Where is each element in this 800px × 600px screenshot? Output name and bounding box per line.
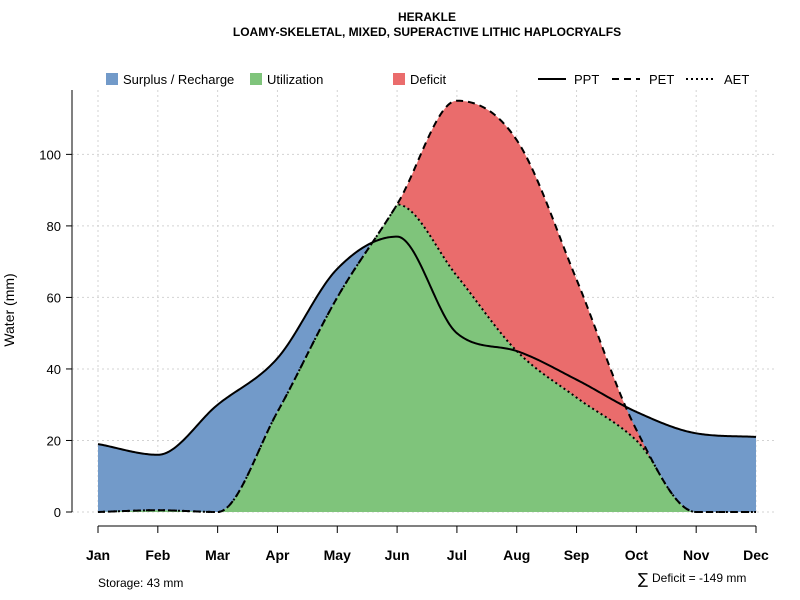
series-line-ppt <box>97 235 757 456</box>
y-tick-label: 20 <box>47 433 61 448</box>
y-tick-label: 40 <box>47 362 61 377</box>
series-lines <box>97 99 757 513</box>
x-tick-label: Apr <box>265 547 290 563</box>
y-tick-label: 80 <box>47 219 61 234</box>
x-tick-label: Jan <box>86 547 110 563</box>
x-tick-label: May <box>324 547 351 563</box>
series-line-aet <box>97 203 756 513</box>
area-deficit <box>98 100 756 512</box>
legend-label-pet: PET <box>649 72 674 87</box>
x-tick-label: Oct <box>625 547 649 563</box>
y-tick-label: 60 <box>47 290 61 305</box>
x-tick-label: Aug <box>503 547 530 563</box>
x-tick-label: Sep <box>564 547 590 563</box>
area-utilization <box>98 204 756 512</box>
area-surplus-recharge <box>98 204 756 512</box>
x-tick-label: Mar <box>205 547 230 563</box>
y-tick-label: 0 <box>54 505 61 520</box>
legend-label-utilization: Utilization <box>267 72 323 87</box>
x-tick-label: Nov <box>683 547 710 563</box>
areas <box>98 100 756 512</box>
y-tick-label: 100 <box>39 147 61 162</box>
storage-note: Storage: 43 mm <box>98 576 183 590</box>
chart-title: HERAKLE <box>398 10 456 24</box>
legend-label-surplus: Surplus / Recharge <box>123 72 234 87</box>
axes: 0 20 40 60 80 100 Jan Feb Mar Apr May Jun Jul Aug Sep O… <box>39 90 769 563</box>
x-tick-label: Jun <box>385 547 410 563</box>
y-axis-title: Water (mm) <box>1 273 17 346</box>
legend-label-aet: AET <box>724 72 749 87</box>
x-tick-label: Jul <box>447 547 467 563</box>
x-tick-label: Dec <box>743 547 769 563</box>
legend-swatch-utilization <box>250 73 262 85</box>
legend-swatch-deficit <box>393 73 405 85</box>
series-line-pet <box>97 99 756 513</box>
deficit-note: Deficit = -149 mm <box>652 571 746 585</box>
x-tick-label: Feb <box>145 547 170 563</box>
legend-label-deficit: Deficit <box>410 72 447 87</box>
chart-subtitle: LOAMY-SKELETAL, MIXED, SUPERACTIVE LITHI… <box>233 25 621 39</box>
legend-swatch-surplus <box>106 73 118 85</box>
legend-label-ppt: PPT <box>574 72 599 87</box>
sum-icon: ∑ <box>638 570 648 588</box>
legend: Surplus / Recharge Utilization Deficit P… <box>106 72 749 87</box>
